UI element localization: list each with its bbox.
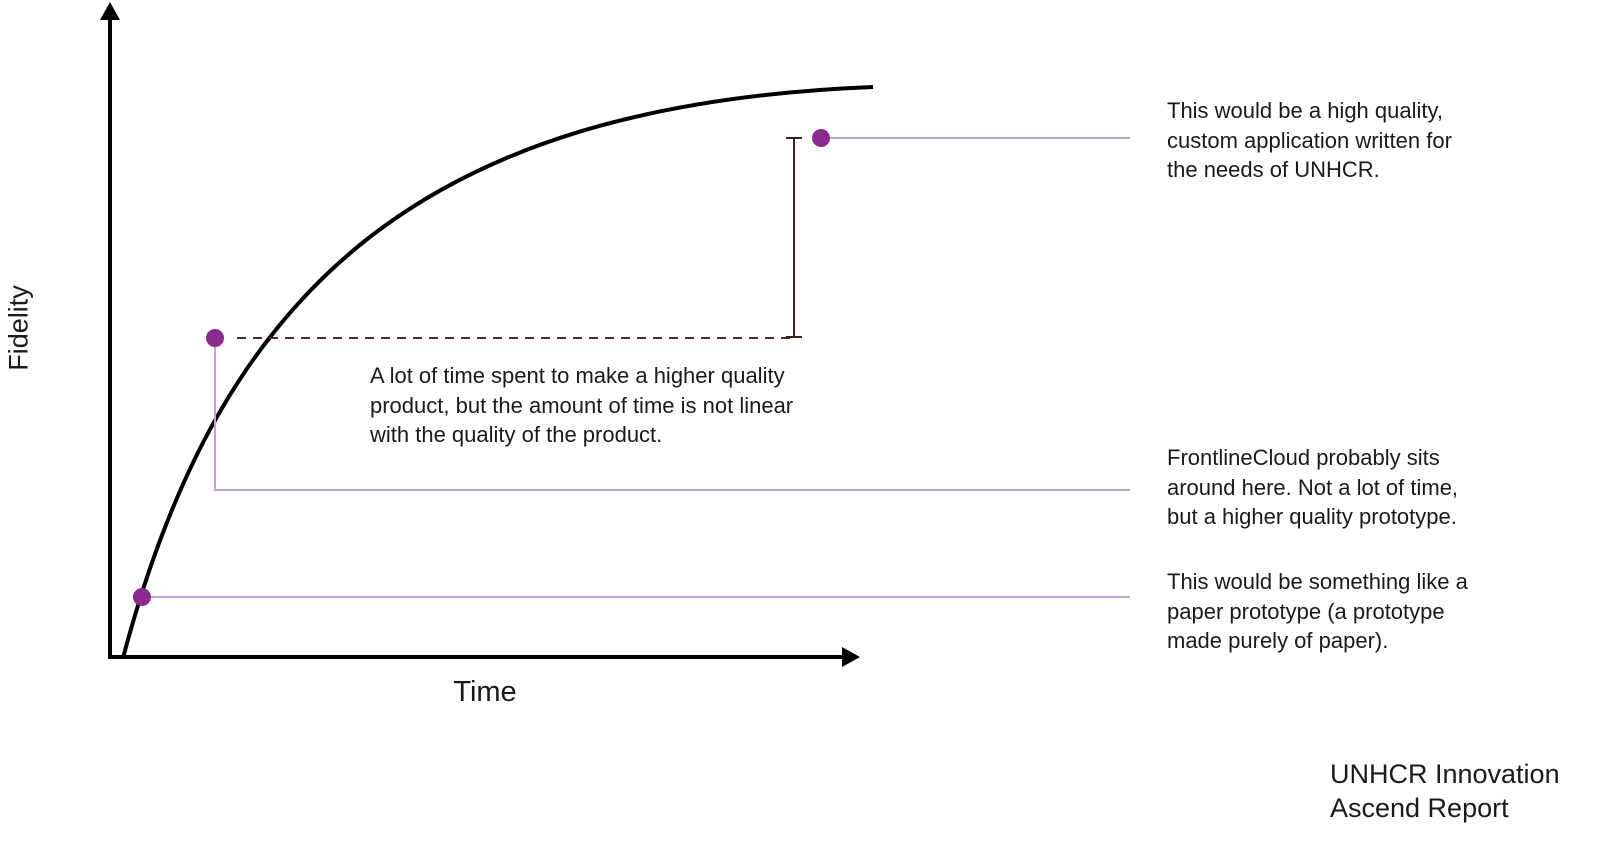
note-line: paper prototype (a prototype: [1167, 598, 1445, 624]
note-line: the needs of UNHCR.: [1167, 157, 1380, 182]
note-line: with the quality of the product.: [370, 422, 663, 447]
footer-line: UNHCR Innovation: [1330, 759, 1560, 789]
note-frontline: FrontlineCloud probably sits around here…: [1167, 443, 1458, 532]
x-axis-label: Time: [453, 676, 517, 708]
x-axis-arrowhead: [842, 647, 860, 667]
marker-frontline: [206, 329, 224, 347]
note-line: This would be a high quality,: [1167, 98, 1443, 123]
footer-line: Ascend Report: [1330, 793, 1509, 823]
marker-paper-prototype: [133, 588, 151, 606]
y-axis-arrowhead: [100, 2, 120, 20]
note-paper-prototype: This would be something like a paper pro…: [1167, 567, 1468, 656]
gap-bracket: [786, 137, 802, 338]
note-line: around here. Not a lot of time,: [1167, 474, 1459, 500]
guide-line-frontline: [214, 338, 1130, 491]
note-line: This would be something like a: [1167, 569, 1468, 594]
note-time-vs-quality: A lot of time spent to make a higher qua…: [370, 361, 793, 450]
y-axis-label: Fidelity: [3, 285, 34, 371]
note-line: A lot of time spent to make a higher qua…: [370, 363, 785, 388]
marker-high-quality: [812, 129, 830, 147]
note-line: product, but the amount of time is not l…: [370, 392, 794, 418]
note-line: but a higher quality prototype.: [1167, 504, 1457, 529]
note-high-quality: This would be a high quality, custom app…: [1167, 96, 1452, 185]
note-line: custom application written for: [1167, 127, 1452, 153]
note-line: made purely of paper).: [1167, 628, 1389, 653]
fidelity-curve: [121, 85, 874, 659]
note-line: FrontlineCloud probably sits: [1167, 445, 1440, 470]
report-footer: UNHCR Innovation Ascend Report: [1330, 757, 1560, 825]
